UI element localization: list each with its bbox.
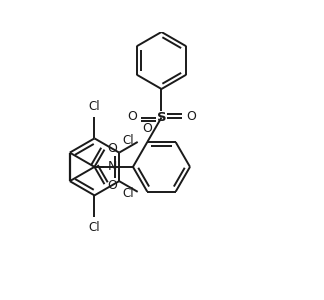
Text: Cl: Cl (122, 134, 134, 147)
Text: S: S (157, 111, 166, 124)
Text: Cl: Cl (89, 100, 100, 113)
Text: O: O (108, 179, 117, 192)
Text: O: O (127, 110, 137, 123)
Text: N: N (108, 160, 117, 173)
Text: Cl: Cl (89, 220, 100, 233)
Text: O: O (186, 110, 196, 123)
Text: O: O (142, 122, 152, 135)
Text: Cl: Cl (122, 187, 134, 200)
Text: O: O (108, 142, 117, 154)
